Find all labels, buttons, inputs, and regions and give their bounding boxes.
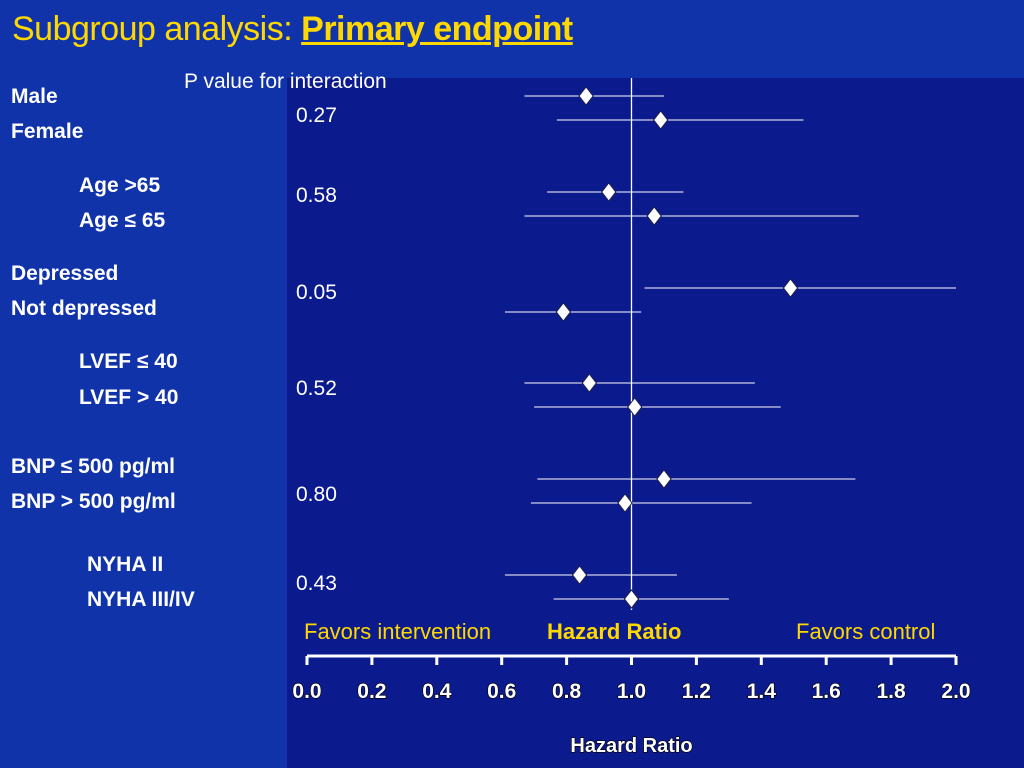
x-tick-label: 0.0 — [292, 680, 321, 703]
x-tick-label: 1.2 — [682, 680, 711, 703]
subgroup-label: Age >65 — [79, 174, 161, 197]
subgroup-label: LVEF ≤ 40 — [79, 350, 178, 373]
hr-point-marker — [653, 110, 669, 130]
p-value: 0.52 — [296, 377, 337, 400]
title-emphasis: Primary endpoint — [301, 10, 573, 48]
hr-point-marker — [627, 397, 643, 417]
x-tick-label: 2.0 — [941, 680, 970, 703]
hr-point-marker — [656, 469, 672, 489]
x-tick-label: 0.4 — [422, 680, 452, 703]
subgroup-label: Age ≤ 65 — [79, 209, 166, 232]
x-tick-label: 1.0 — [617, 680, 646, 703]
hazard-ratio-label: Hazard Ratio — [547, 619, 682, 644]
subgroup-label: LVEF > 40 — [79, 386, 179, 409]
slide-title: Subgroup analysis: Primary endpoint — [12, 10, 573, 49]
p-value: 0.27 — [296, 104, 337, 127]
favors-intervention-label: Favors intervention — [304, 619, 492, 644]
plot-background — [287, 78, 1024, 768]
x-tick-label: 1.4 — [747, 680, 777, 703]
subgroup-label: NYHA II — [87, 553, 164, 576]
subgroup-label: Not depressed — [11, 297, 157, 320]
hr-point-marker — [581, 373, 597, 393]
title-prefix: Subgroup analysis: — [12, 10, 302, 48]
favors-control-label: Favors control — [796, 619, 936, 644]
x-tick-label: 0.6 — [487, 680, 516, 703]
subgroup-label: BNP > 500 pg/ml — [11, 490, 176, 513]
p-value: 0.58 — [296, 184, 337, 207]
x-tick-label: 0.2 — [357, 680, 386, 703]
hr-point-marker — [555, 302, 571, 322]
subgroup-label: NYHA III/IV — [87, 588, 195, 611]
hr-point-marker — [623, 589, 640, 609]
hr-point-marker — [578, 86, 594, 106]
hr-point-marker — [601, 182, 617, 202]
subgroup-label: Depressed — [11, 262, 119, 285]
hr-point-marker — [571, 565, 588, 585]
x-tick-label: 0.8 — [552, 680, 582, 703]
p-value: 0.43 — [296, 572, 337, 595]
x-tick-label: 1.6 — [812, 680, 841, 703]
subgroup-label: Male — [11, 85, 58, 108]
p-value-header: P value for interaction — [184, 70, 387, 93]
hr-point-marker — [782, 278, 799, 298]
subgroup-label: Female — [11, 120, 84, 143]
p-value: 0.80 — [296, 483, 337, 506]
hr-point-marker — [617, 493, 633, 513]
subgroup-label: BNP ≤ 500 pg/ml — [11, 455, 176, 478]
x-axis-title: Hazard Ratio — [570, 735, 692, 757]
x-tick-label: 1.8 — [876, 680, 906, 703]
hr-point-marker — [646, 206, 662, 226]
p-value: 0.05 — [296, 281, 337, 304]
